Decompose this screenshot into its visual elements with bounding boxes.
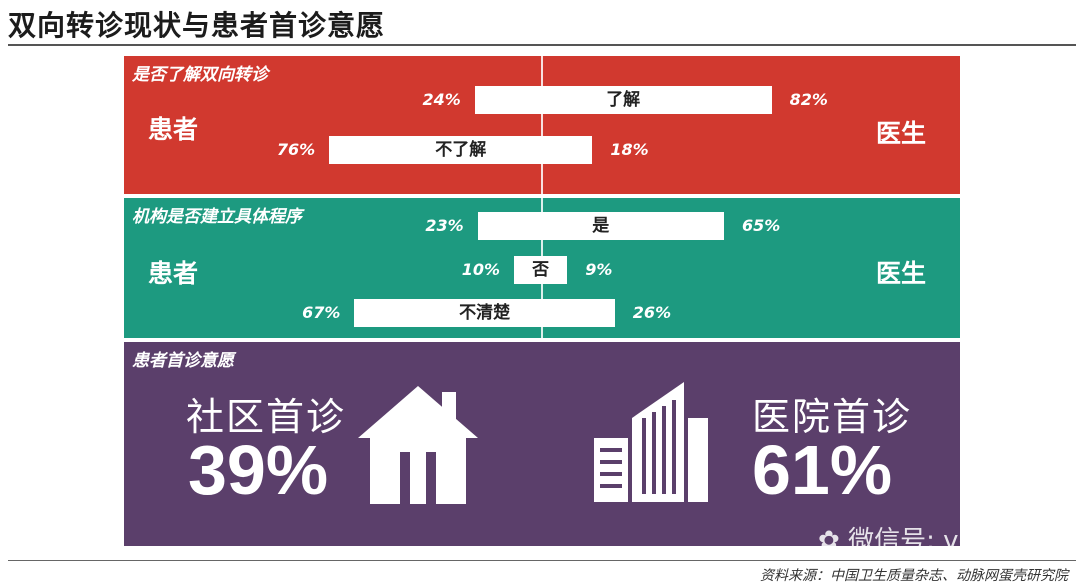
page-title: 双向转诊现状与患者首诊意愿 <box>8 9 386 42</box>
bar-category-label: 是 <box>592 216 610 236</box>
patient-percent-label: 24% <box>422 90 461 109</box>
doctor-percent-label: 82% <box>789 90 828 109</box>
doctor-percent-label: 26% <box>632 303 672 322</box>
bar-category-label: 否 <box>532 260 550 280</box>
doctor-percent-label: 18% <box>610 140 649 159</box>
chart-bar <box>514 256 568 284</box>
doctor-percent-label: 65% <box>742 216 781 235</box>
bar-category-label: 了解 <box>606 90 641 110</box>
watermark-text: 微信号: vcbeat <box>848 526 1032 556</box>
awareness-title: 是否了解双向转诊 <box>132 65 268 85</box>
bar-category-label: 不清楚 <box>459 303 511 323</box>
footer-divider <box>8 560 1076 561</box>
source-note: 资料来源：中国卫生质量杂志、动脉网蛋壳研究院 <box>760 568 1068 584</box>
hospital-label: 医院首诊 <box>752 395 913 439</box>
awareness-doctor-label: 医生 <box>876 119 927 148</box>
title-divider <box>8 44 1076 46</box>
procedure-doctor-label: 医生 <box>876 259 927 288</box>
community-percent: 39% <box>188 431 329 509</box>
patient-percent-label: 76% <box>276 140 316 159</box>
chart-bar <box>477 212 724 240</box>
hospital-percent: 61% <box>752 431 893 509</box>
procedure-patient-label: 患者 <box>148 259 199 288</box>
building-icon <box>594 382 708 502</box>
chart-bar <box>329 136 593 164</box>
first-visit-panel: 患者首诊意愿 社区首诊 39% 医院首诊 61% <box>124 342 960 546</box>
procedure-title: 机构是否建立具体程序 <box>132 207 302 227</box>
patient-percent-label: 67% <box>302 303 341 322</box>
awareness-patient-label: 患者 <box>148 115 199 144</box>
doctor-percent-label: 9% <box>585 260 613 279</box>
house-icon <box>358 386 478 504</box>
chart-bar <box>354 299 615 327</box>
chart-bar <box>474 86 772 114</box>
center-axis <box>541 56 543 338</box>
community-label: 社区首诊 <box>186 395 347 439</box>
patient-percent-label: 23% <box>425 216 464 235</box>
watermark: ✿ 微信号: vcbeat <box>818 520 1031 557</box>
bar-category-label: 不了解 <box>435 140 487 160</box>
patient-percent-label: 10% <box>461 260 500 279</box>
wechat-icon: ✿ <box>818 526 840 556</box>
first-visit-title: 患者首诊意愿 <box>132 351 234 371</box>
